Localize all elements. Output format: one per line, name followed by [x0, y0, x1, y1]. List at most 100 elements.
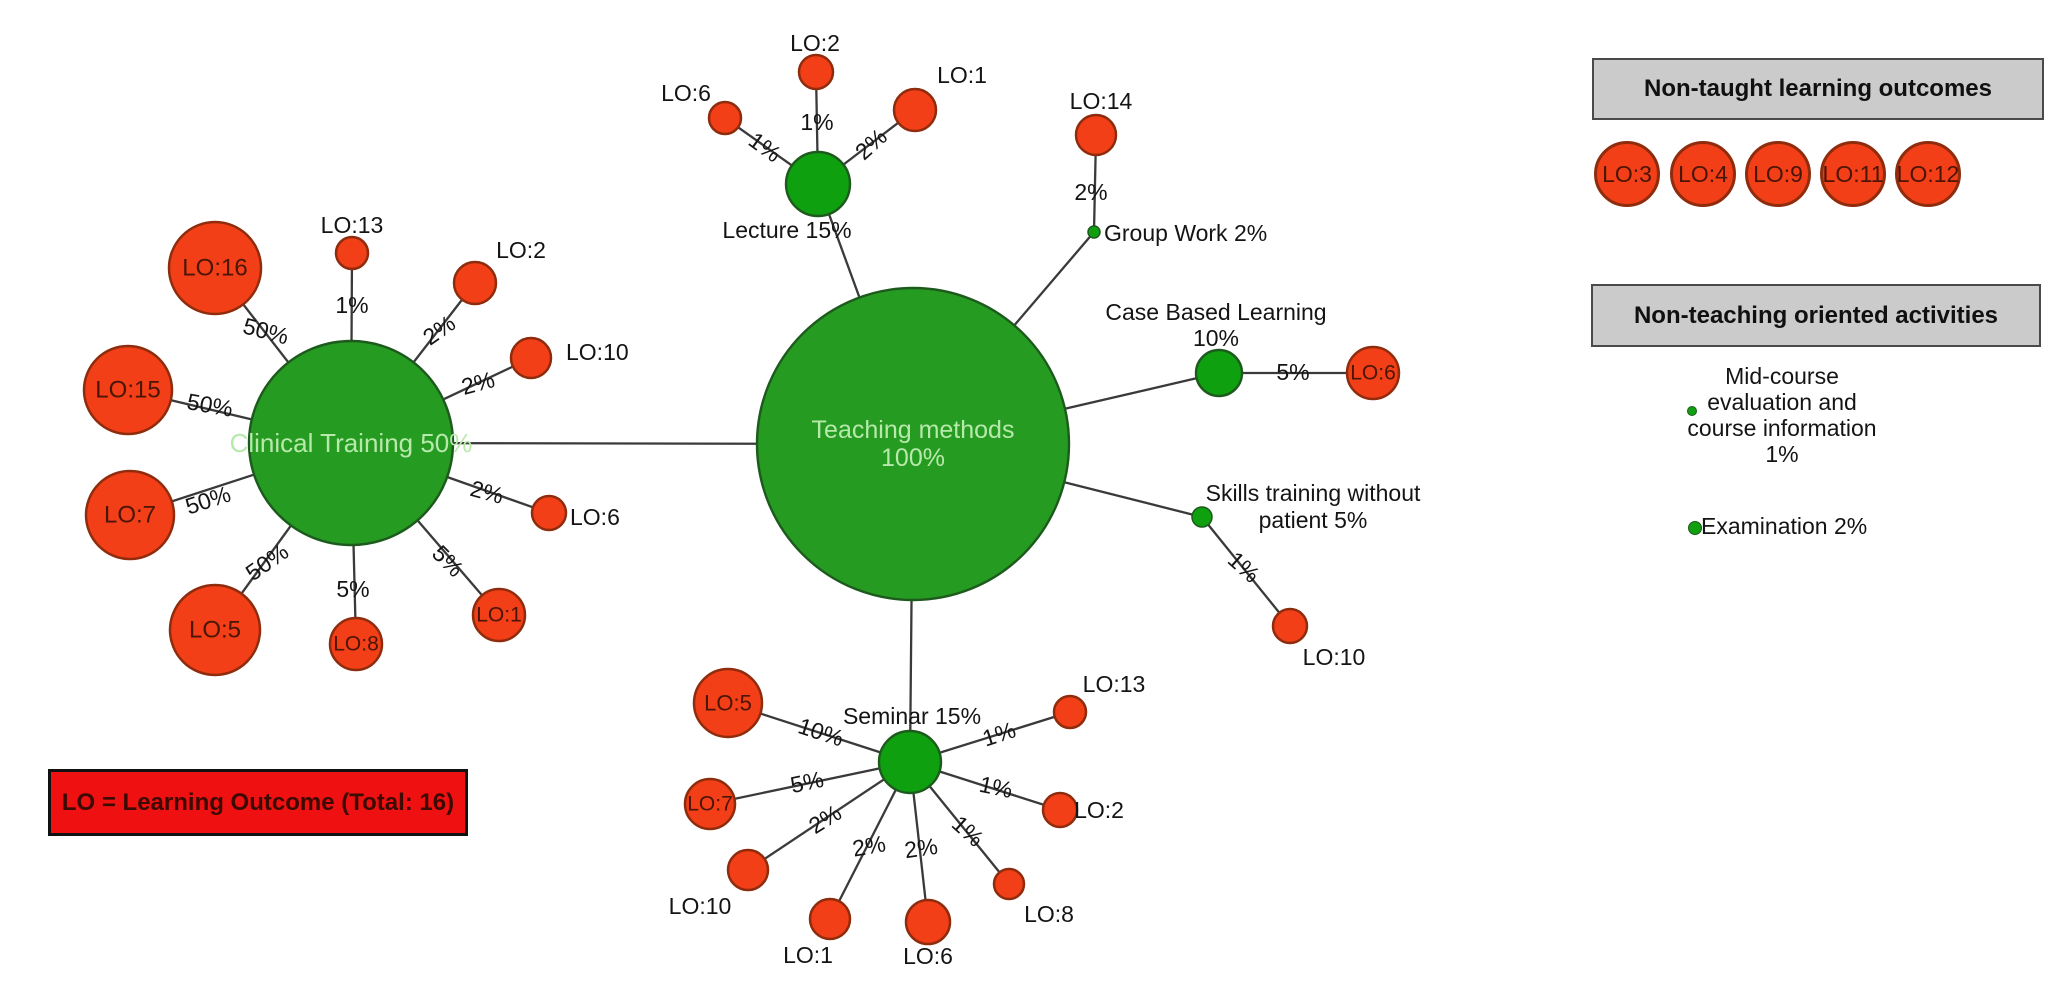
- edge-label-ct-ct_lo1: 5%: [427, 540, 469, 582]
- skills-node: [1191, 506, 1213, 528]
- sem_lo5-node: [692, 667, 764, 739]
- mid-course-activity: Mid-course evaluation and course informa…: [1652, 363, 1912, 467]
- sem_lo7-label: LO:7: [687, 793, 733, 816]
- lec_lo2-node: [797, 53, 835, 91]
- edge-label-ct-ct_lo15: 50%: [185, 388, 235, 422]
- tm-label: 100%: [881, 444, 945, 472]
- edge-label-seminar-sem_lo10: 2%: [804, 799, 846, 839]
- edge-label-ct-ct_lo2: 2%: [418, 310, 460, 350]
- edge-label-gw-lo14: 2%: [1074, 179, 1107, 205]
- ct_lo10-ext-label: LO:10: [566, 339, 629, 365]
- legend-box: LO = Learning Outcome (Total: 16): [48, 769, 468, 836]
- non-taught-item-lo4: LO:4: [1670, 141, 1736, 207]
- mid-course-line: course information: [1687, 415, 1877, 441]
- ct_lo8-node: [328, 616, 384, 672]
- edge-label-seminar-sem_lo1: 2%: [850, 830, 887, 861]
- lo14-node: [1074, 113, 1118, 157]
- edge-label-lecture-lec_lo2: 1%: [800, 109, 833, 135]
- sem_lo1-node: [808, 897, 852, 941]
- ct_lo1-node: [471, 587, 527, 643]
- lec_lo2-ext-label: LO:2: [790, 30, 840, 56]
- ct_lo10-node: [509, 336, 553, 380]
- non-taught-outcomes-row: LO:3 LO:4 LO:9 LO:11 LO:12: [1594, 141, 2044, 207]
- ct_lo2-ext-label: LO:2: [496, 237, 546, 263]
- edge-label-ct-ct_lo8: 5%: [336, 576, 369, 602]
- sem_lo13-node: [1052, 694, 1088, 730]
- ct_lo2-node: [452, 260, 498, 306]
- lo14-ext-label: LO:14: [1070, 88, 1133, 114]
- cbl_lo6-node: [1345, 345, 1401, 401]
- ct_lo6-node: [530, 494, 568, 532]
- ct_lo1-label: LO:1: [476, 604, 522, 627]
- skills-ext-label: Skills training without: [1206, 480, 1421, 506]
- sem_lo2-node: [1041, 791, 1079, 829]
- edge-label-ct-ct_lo10: 2%: [459, 366, 498, 400]
- edge-skills-sk_lo10: [1201, 516, 1291, 627]
- ct_lo16-node: [167, 220, 263, 316]
- tm-label: Teaching methods: [812, 416, 1015, 444]
- cbl-node: [1194, 348, 1244, 398]
- seminar-ext-label: Seminar 15%: [843, 703, 981, 729]
- non-teaching-header: Non-teaching oriented activities: [1591, 284, 2041, 347]
- gw-ext-label: Group Work 2%: [1104, 220, 1267, 246]
- non-taught-item-lo9: LO:9: [1745, 141, 1811, 207]
- mid-course-line: 1%: [1765, 441, 1799, 467]
- ct_lo8-label: LO:8: [333, 633, 379, 656]
- edge-label-ct-ct_lo7: 50%: [182, 481, 234, 520]
- gw-node: [1087, 225, 1101, 239]
- ct_lo15-node: [82, 344, 174, 436]
- sem_lo6-node: [904, 898, 952, 946]
- edge-seminar-sem_lo10: [747, 761, 911, 871]
- sem_lo10-node: [726, 848, 770, 892]
- cbl-ext-label: Case Based Learning: [1105, 299, 1326, 325]
- sem_lo1-ext-label: LO:1: [783, 942, 833, 968]
- sk_lo10-ext-label: LO:10: [1303, 644, 1366, 670]
- non-taught-title: Non-taught learning outcomes: [1644, 75, 1992, 102]
- ct_lo6-ext-label: LO:6: [570, 504, 620, 530]
- sem_lo5-label: LO:5: [704, 691, 752, 716]
- lecture-node: [784, 150, 852, 218]
- edge-label-seminar-sem_lo5: 10%: [795, 713, 847, 752]
- edge-label-ct-ct_lo13: 1%: [335, 292, 368, 318]
- ct-label: Clinical Training 50%: [230, 428, 473, 458]
- ct_lo15-label: LO:15: [95, 377, 160, 404]
- non-teaching-title: Non-teaching oriented activities: [1633, 301, 1999, 329]
- lec_lo6-node: [707, 100, 743, 136]
- edge-label-lecture-lec_lo1: 2%: [850, 123, 892, 165]
- edge-seminar-sem_lo7: [709, 760, 911, 806]
- edge-label-seminar-sem_lo2: 1%: [977, 771, 1015, 803]
- sk_lo10-node: [1271, 607, 1309, 645]
- edge-label-seminar-sem_lo7: 5%: [788, 766, 826, 798]
- sem_lo10-ext-label: LO:10: [669, 893, 732, 919]
- ct_lo5-node: [168, 583, 262, 677]
- skills-ext-label: patient 5%: [1259, 507, 1368, 533]
- mid-course-dot-icon: [1687, 406, 1697, 416]
- examination-dot-icon: [1688, 521, 1702, 535]
- edge-label-ct-ct_lo6: 2%: [468, 475, 507, 509]
- sem_lo13-ext-label: LO:13: [1083, 671, 1146, 697]
- edge-label-ct-ct_lo5: 50%: [241, 538, 294, 586]
- ct-node: [247, 339, 455, 547]
- mid-course-line: evaluation and: [1707, 389, 1857, 415]
- seminar-node: [877, 729, 943, 795]
- edge-label-seminar-sem_lo13: 1%: [979, 716, 1019, 751]
- edge-label-cbl-cbl_lo6: 5%: [1276, 359, 1309, 385]
- non-taught-header: Non-taught learning outcomes: [1592, 58, 2044, 120]
- non-taught-item-label: LO:3: [1602, 160, 1652, 187]
- lec_lo6-ext-label: LO:6: [661, 80, 711, 106]
- tm-node: [755, 286, 1071, 602]
- cbl_lo6-label: LO:6: [1350, 362, 1396, 385]
- edge-label-lecture-lec_lo6: 1%: [744, 127, 786, 168]
- ct_lo13-ext-label: LO:13: [321, 212, 384, 238]
- sem_lo7-node: [683, 777, 737, 831]
- non-taught-item-label: LO:9: [1753, 160, 1803, 187]
- ct_lo13-node: [334, 235, 370, 271]
- edge-label-ct-ct_lo16: 50%: [240, 312, 291, 349]
- ct_lo5-label: LO:5: [189, 617, 241, 644]
- cbl-ext-label: 10%: [1193, 325, 1239, 351]
- non-taught-item-label: LO:4: [1678, 160, 1728, 187]
- lec_lo1-node: [892, 87, 938, 133]
- ct_lo16-label: LO:16: [182, 255, 247, 282]
